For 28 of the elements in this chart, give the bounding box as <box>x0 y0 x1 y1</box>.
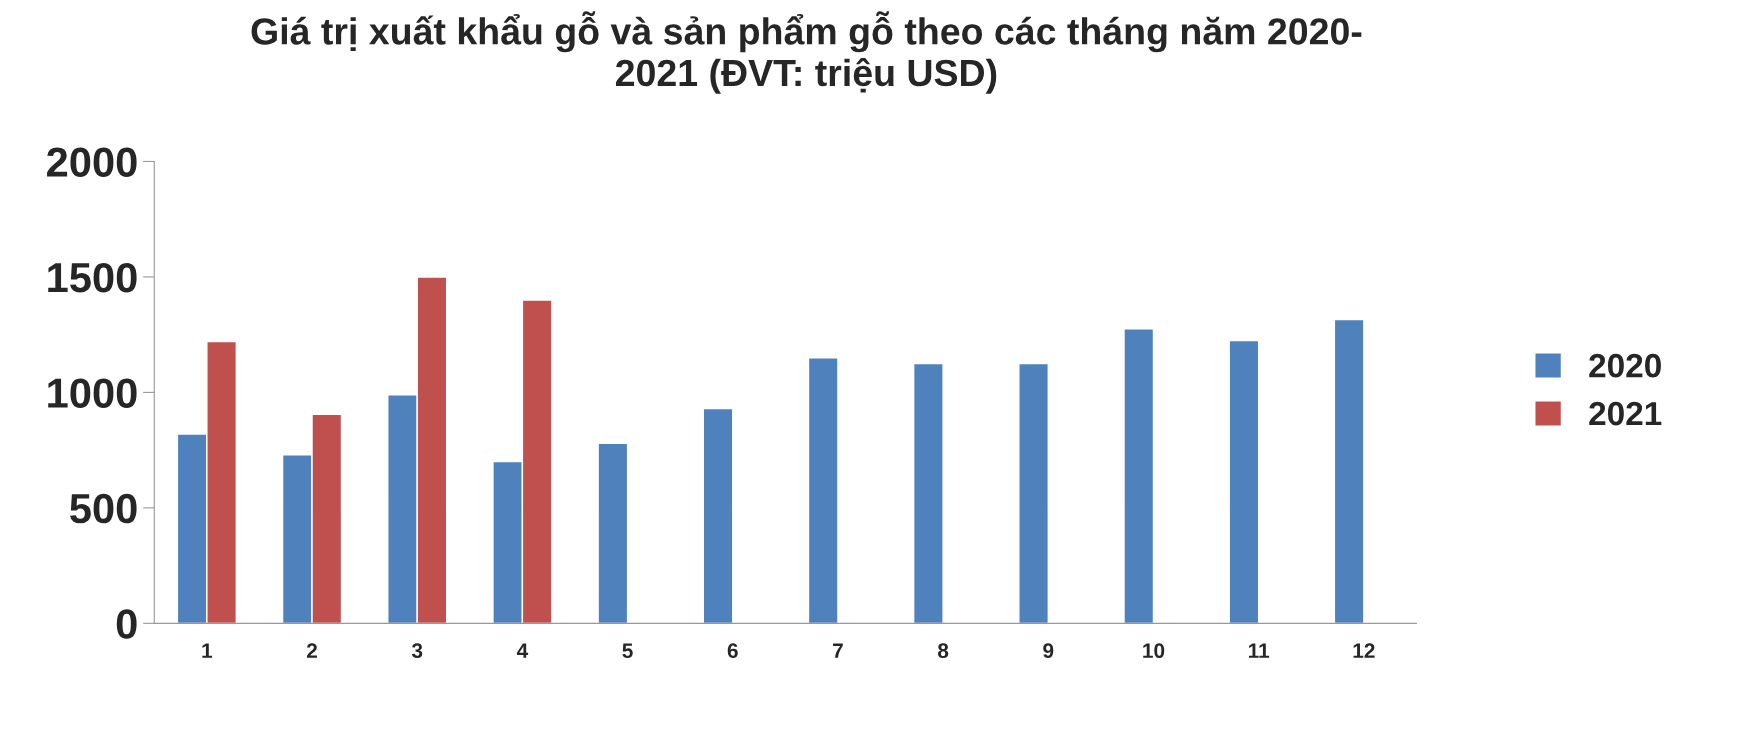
x-tick-label: 5 <box>622 643 633 659</box>
x-tick-label: 12 <box>1353 643 1375 658</box>
x-tick-label: 11 <box>1248 643 1270 658</box>
x-tick-label: 6 <box>727 643 738 659</box>
x-tick-label: 9 <box>1043 643 1054 659</box>
x-tick-label: 10 <box>1143 643 1165 659</box>
legend-label: 2020 <box>1589 353 1661 378</box>
y-tick-label: 2000 <box>47 147 137 177</box>
chart-title: Giá trị xuất khẩu gỗ và sản phẩm gỗ theo các tháng năm 2020- 2021 (ĐVT: triệu USD) <box>251 11 1362 94</box>
y-tick-label: 1500 <box>48 262 137 293</box>
x-tick-label: 8 <box>937 643 949 659</box>
y-tick-label: 1000 <box>48 378 137 408</box>
bar <box>1333 318 1365 624</box>
bar <box>597 442 629 624</box>
bar <box>1018 362 1049 624</box>
bar <box>807 357 839 624</box>
x-tick-label: 2 <box>306 643 317 658</box>
bar <box>702 407 734 624</box>
x-tick-label: 7 <box>833 643 843 658</box>
bar <box>912 362 944 624</box>
bar <box>1228 339 1260 624</box>
x-tick-label: 4 <box>516 643 529 658</box>
y-tick-label: 0 <box>116 609 137 639</box>
legend-label: 2021 <box>1589 401 1662 426</box>
bar <box>1123 328 1155 624</box>
x-tick-label: 1 <box>202 643 213 658</box>
y-tick-label: 500 <box>70 493 137 524</box>
x-tick-label: 3 <box>411 643 423 659</box>
